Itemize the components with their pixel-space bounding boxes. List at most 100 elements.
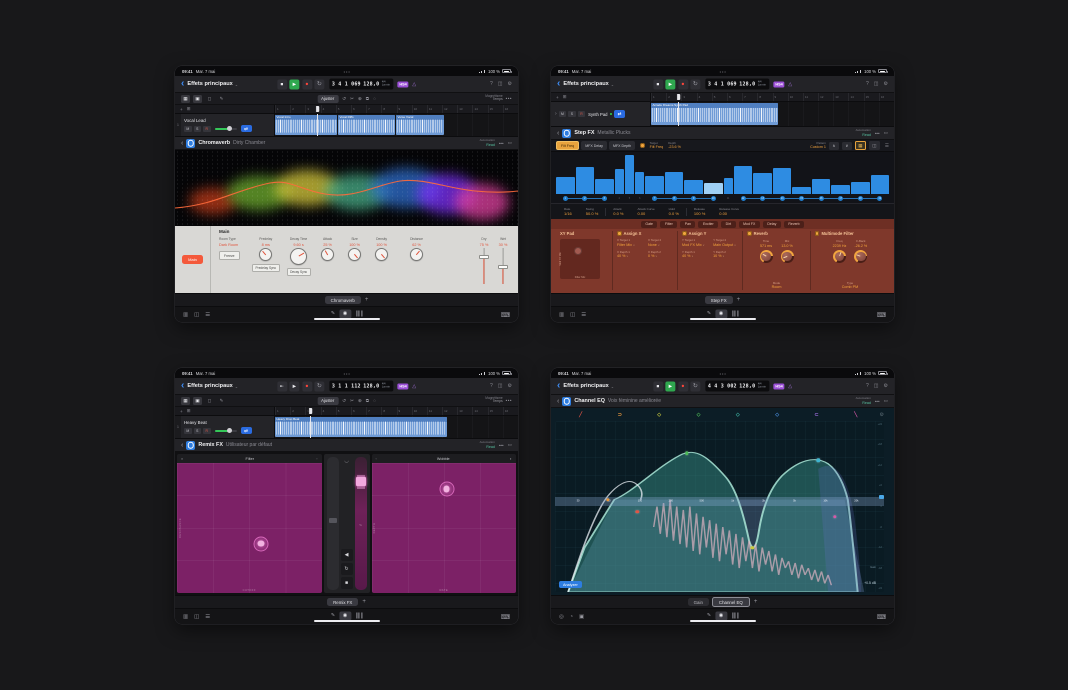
mod-tab-mfx-delay[interactable]: MFX Delay <box>581 141 607 150</box>
track-stack-icon[interactable]: ⊞ <box>562 94 567 99</box>
loop-tool-icon[interactable]: ↺ <box>342 397 347 403</box>
automation-value[interactable]: Read <box>862 400 871 405</box>
help-icon[interactable]: ? <box>866 81 869 87</box>
step-bar[interactable] <box>850 182 870 194</box>
ruler-bar-number[interactable]: 11 <box>426 407 442 415</box>
play-button[interactable]: ▶ <box>289 79 300 89</box>
step-node-circle[interactable]: 14 <box>779 196 785 201</box>
plugin-power-icon[interactable] <box>562 128 572 138</box>
step-node-circle[interactable]: 16 <box>818 196 824 201</box>
window-icon[interactable]: ▭ <box>883 130 888 135</box>
list-icon[interactable]: ☰ <box>205 311 211 318</box>
mixer-icon[interactable]: ◫ <box>873 383 879 389</box>
surround-badge[interactable]: HS4 <box>397 81 409 87</box>
plugin-preset[interactable]: Voix féminine améliorée <box>607 398 661 404</box>
ruler-bar-number[interactable]: 10 <box>787 93 803 101</box>
surround-badge[interactable]: HS4 <box>397 383 409 389</box>
eq-band-icon-8[interactable]: ╲ <box>854 411 858 418</box>
io-badge[interactable]: ⇄ <box>614 110 626 118</box>
eq-band-icon-4[interactable]: ◇ <box>696 411 701 418</box>
loops-icon[interactable]: ◫ <box>194 311 200 318</box>
window-icon[interactable]: ▭ <box>507 140 512 145</box>
playhead-pin[interactable] <box>315 106 319 112</box>
step-bar[interactable] <box>772 168 792 194</box>
add-plugin-icon[interactable]: + <box>736 297 741 303</box>
pencil-icon[interactable]: ✎ <box>706 612 712 619</box>
step-node-circle[interactable]: 12 <box>740 196 746 201</box>
project-title[interactable]: Effets principaux <box>563 383 609 389</box>
ruler-bar-number[interactable]: 7 <box>366 105 381 113</box>
cycle-button[interactable]: ↻ <box>314 79 325 89</box>
faders-icon[interactable] <box>355 612 363 619</box>
adjust-button[interactable]: Ajuster <box>317 396 339 405</box>
add-plugin-icon[interactable]: + <box>364 297 369 303</box>
downsampler-slider[interactable] <box>326 457 339 590</box>
step-node[interactable]: 19 <box>861 194 890 203</box>
automation-value[interactable]: Read <box>862 132 871 137</box>
eq-band-icon-6[interactable]: ◇ <box>775 411 780 418</box>
cells-view-icon[interactable]: ◻ <box>207 95 212 101</box>
ruler-bar-number[interactable]: 2 <box>290 407 305 415</box>
ruler-bar-number[interactable]: 11 <box>802 93 818 101</box>
faders-icon[interactable] <box>731 310 739 317</box>
ruler-bar-number[interactable]: 5 <box>711 93 727 101</box>
record-button[interactable]: ● <box>677 79 688 89</box>
ruler-bar-number[interactable]: 16 <box>878 93 894 101</box>
step-bar[interactable] <box>664 172 684 194</box>
list-icon[interactable]: ▣ <box>578 613 585 620</box>
tab-main[interactable]: Main <box>182 255 203 264</box>
step-node-circle[interactable]: 17 <box>838 196 844 201</box>
settings-icon[interactable]: ⚙ <box>507 383 512 389</box>
volume-slider[interactable] <box>214 427 237 433</box>
knob[interactable] <box>321 248 335 261</box>
fx-tab-pan[interactable]: Pan <box>680 220 696 228</box>
plugin-tab[interactable]: Chromaverb <box>324 296 361 304</box>
power-dot-icon[interactable] <box>814 231 820 236</box>
fx-tab-gate[interactable]: Gate <box>640 220 658 228</box>
knob[interactable] <box>782 251 792 262</box>
track-lane[interactable]: Arcade Dreams Synth Pad <box>651 102 894 126</box>
step-node[interactable]: 6 <box>635 194 644 203</box>
project-title[interactable]: Effets principaux <box>187 81 233 87</box>
ruler-bar-number[interactable]: 8 <box>381 407 396 415</box>
list-icon[interactable]: ☰ <box>205 613 211 620</box>
controls-view-button[interactable]: ◉ <box>715 611 728 621</box>
step-bar[interactable] <box>595 178 614 194</box>
track-stack-icon[interactable]: ⊞ <box>186 106 191 111</box>
browser-icon[interactable]: ▥ <box>559 311 565 318</box>
ruler-bar-number[interactable]: 1 <box>275 407 290 415</box>
ruler-bar-number[interactable]: 5 <box>335 105 351 113</box>
step-node-circle[interactable]: 9 <box>691 196 697 201</box>
plugin-name[interactable]: Chromaverb <box>198 140 231 146</box>
copy-tool-icon[interactable]: ⧉ <box>365 96 370 101</box>
mixer-icon[interactable]: ◫ <box>873 81 879 87</box>
knob[interactable] <box>834 251 845 262</box>
more-icon[interactable]: ••• <box>874 398 880 404</box>
fader[interactable] <box>498 248 508 284</box>
keyboard-icon[interactable]: ⌨ <box>500 613 510 621</box>
step-node[interactable]: 13 <box>744 194 772 203</box>
stop-button[interactable]: ■ <box>276 79 287 89</box>
ruler-bar-number[interactable]: 9 <box>396 407 412 415</box>
loops-icon[interactable]: ◫ <box>570 311 576 318</box>
step-node-circle[interactable]: 7 <box>652 196 658 201</box>
step-bar[interactable] <box>703 182 723 194</box>
track-name[interactable]: Vocal Lead <box>184 117 206 123</box>
eq-band-icon-3[interactable]: ◇ <box>657 411 662 418</box>
xy-pad[interactable]: Mod FX Mix Filter Mix <box>559 239 600 279</box>
automation-value[interactable]: Read <box>486 142 495 147</box>
ruler-bar-number[interactable]: 14 <box>472 105 487 113</box>
ruler-bar-number[interactable]: 1 <box>651 93 666 101</box>
cycle-button[interactable]: ↻ <box>314 381 325 391</box>
browser-icon[interactable]: ◎ <box>559 613 564 620</box>
ruler-bar-number[interactable]: 5 <box>335 407 351 415</box>
param-value[interactable]: 0.0 % <box>613 210 624 216</box>
reverse-button[interactable]: ◀ <box>340 549 353 561</box>
step-node-circle[interactable]: 8 <box>671 196 677 201</box>
step-node[interactable]: 10 <box>694 194 723 203</box>
disclosure-chevron[interactable]: › <box>555 111 557 117</box>
ruler-bar-number[interactable]: 13 <box>457 105 472 113</box>
add-track-icon[interactable]: + <box>556 94 559 100</box>
window-icon[interactable]: ▭ <box>883 398 888 403</box>
add-plugin-icon[interactable]: + <box>753 599 758 605</box>
